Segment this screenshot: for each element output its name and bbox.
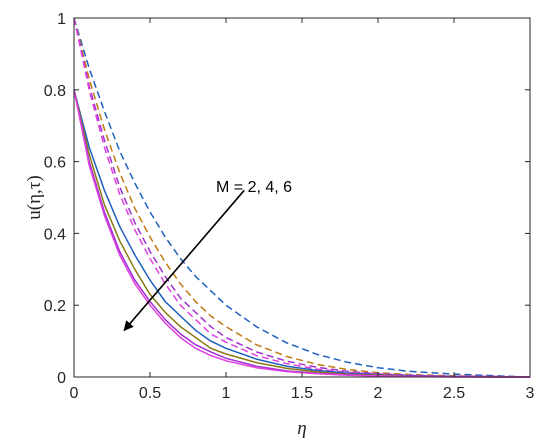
series-line-8 — [73, 89, 530, 378]
x-tick-label: 2 — [374, 385, 383, 402]
x-tick-label: 0.5 — [139, 385, 161, 402]
y-tick-label: 0.6 — [44, 155, 66, 172]
annotation-label: M = 2, 4, 6 — [216, 179, 292, 196]
ticks-layer: 0 0.5 1 1.5 2 2.5 3 0 0.2 0.4 0.6 0.8 1 — [44, 11, 535, 402]
series-line-1 — [73, 17, 531, 378]
y-tick-label: 1 — [57, 11, 66, 28]
annotation-arrow — [123, 189, 245, 332]
y-tick-label: 0 — [57, 370, 66, 387]
x-tick-label: 1.5 — [291, 385, 313, 402]
y-tick-label: 0.2 — [44, 298, 66, 315]
x-axis-label: η — [297, 418, 306, 439]
series-line-6 — [73, 89, 530, 378]
series-line-7 — [73, 89, 530, 378]
y-tick-label: 0.8 — [44, 83, 66, 100]
x-tick-label: 2.5 — [443, 385, 465, 402]
x-tick-label: 3 — [526, 385, 535, 402]
x-tick-label: 1 — [222, 385, 231, 402]
series-line-2 — [73, 17, 531, 378]
y-tick-label: 0.4 — [44, 226, 66, 243]
y-axis-label: u(η,τ) — [24, 175, 45, 219]
series-layer — [73, 17, 531, 378]
x-tick-label: 0 — [70, 385, 79, 402]
series-line-5 — [73, 89, 530, 378]
